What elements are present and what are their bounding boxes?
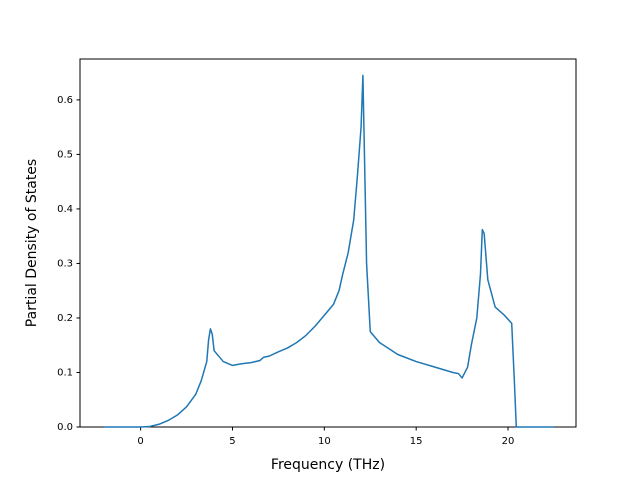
y-tick-label: 0.6 — [57, 95, 73, 106]
y-tick-label: 0.0 — [57, 422, 73, 433]
y-tick-label: 0.1 — [57, 367, 73, 378]
y-tick-label: 0.2 — [57, 313, 73, 324]
y-tick-label: 0.5 — [57, 149, 73, 160]
y-tick-label: 0.3 — [57, 258, 73, 269]
x-tick-label: 0 — [137, 436, 143, 447]
x-axis-label: Frequency (THz) — [271, 457, 385, 473]
plot-frame — [79, 58, 577, 428]
y-tick-label: 0.4 — [57, 204, 73, 215]
x-tick-label: 15 — [410, 436, 423, 447]
x-tick-label: 10 — [318, 436, 331, 447]
data-line — [103, 74, 554, 428]
x-tick-label: 5 — [229, 436, 235, 447]
x-tick-label: 20 — [502, 436, 515, 447]
y-axis-label: Partial Density of States — [24, 159, 40, 327]
